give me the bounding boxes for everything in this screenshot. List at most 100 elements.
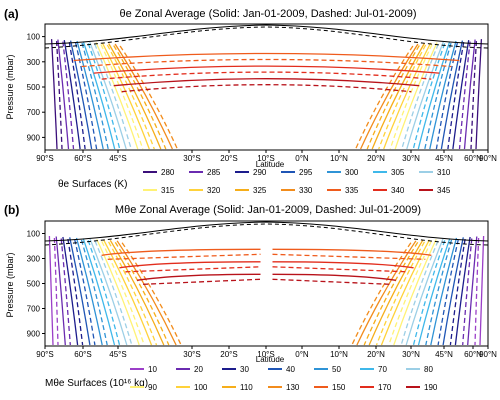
panel-a-label: (a) bbox=[4, 7, 19, 21]
contour-solid-upper bbox=[73, 52, 460, 62]
contour-solid-left bbox=[95, 42, 139, 150]
tropopause-line-dashed bbox=[44, 26, 489, 49]
legend-label: 325 bbox=[253, 186, 267, 195]
x-tick-label: 10°S bbox=[257, 154, 274, 163]
x-tick-label: 30°S bbox=[183, 350, 200, 359]
contour-dashed-upper bbox=[81, 58, 452, 68]
contour-dashed-left bbox=[60, 238, 71, 346]
contour-dashed-left bbox=[87, 240, 121, 346]
contour-dashed-left bbox=[106, 44, 155, 150]
x-tick-label: 30°N bbox=[402, 154, 420, 163]
contour-dashed-left bbox=[68, 41, 86, 150]
contour-dashed-right bbox=[447, 41, 465, 150]
contour-solid-right bbox=[371, 43, 425, 150]
contour-solid-upper bbox=[113, 78, 420, 87]
legend-label: 295 bbox=[299, 168, 313, 177]
legend-label: 80 bbox=[424, 365, 433, 374]
y-tick-label: 900 bbox=[27, 330, 41, 339]
contour-dashed-upper-left bbox=[125, 266, 261, 273]
y-tick-label: 700 bbox=[27, 108, 41, 117]
contour-solid-right bbox=[393, 239, 437, 346]
legend-label: 330 bbox=[299, 186, 313, 195]
contour-solid-right bbox=[417, 41, 451, 150]
x-tick-label: 60°S bbox=[74, 350, 91, 359]
tropopause-line-dashed bbox=[44, 223, 489, 246]
contour-solid-left bbox=[116, 240, 177, 346]
contour-solid-left bbox=[103, 239, 153, 346]
contour-solid-right bbox=[368, 239, 424, 346]
contour-solid-left bbox=[82, 238, 116, 346]
contour-dashed-left bbox=[80, 239, 108, 346]
y-tick-label: 300 bbox=[27, 255, 41, 264]
legend-label: 100 bbox=[194, 383, 208, 392]
x-tick-label: 60°N bbox=[464, 154, 482, 163]
contour-solid-left bbox=[69, 40, 93, 150]
contour-solid-left bbox=[50, 39, 58, 150]
contour-dashed-right bbox=[366, 45, 420, 150]
legend-label: 315 bbox=[161, 186, 175, 195]
x-tick-label: 0°N bbox=[295, 154, 309, 163]
contour-dashed-left bbox=[53, 237, 59, 346]
panel-b-legend-title: Mθe Surfaces (10¹⁶ kg) bbox=[45, 378, 148, 389]
contour-solid-left bbox=[76, 40, 104, 150]
legend-label: 70 bbox=[378, 365, 387, 374]
x-tick-label: 20°N bbox=[367, 154, 385, 163]
panel-b-xlabel: Latitude bbox=[256, 355, 285, 364]
x-tick-label: 0°N bbox=[295, 350, 309, 359]
contour-dashed-right bbox=[355, 45, 414, 150]
contour-solid-right bbox=[380, 239, 430, 346]
contour-dashed-right bbox=[401, 43, 439, 150]
contour-dashed-upper bbox=[121, 84, 412, 93]
legend-label: 170 bbox=[378, 383, 392, 392]
panel-a-xlabel: Latitude bbox=[256, 160, 285, 169]
contour-solid-right bbox=[475, 39, 483, 150]
contour-dashed-left bbox=[62, 41, 75, 150]
contour-dashed-upper-left bbox=[107, 253, 261, 260]
x-tick-label: 45°N bbox=[435, 350, 453, 359]
contour-dashed-left bbox=[119, 45, 178, 150]
panel-a-ylabel: Pressure (mbar) bbox=[5, 54, 15, 119]
contour-solid-left bbox=[101, 42, 150, 150]
panel-a-plot: 100 300 500 700 900 90°S 60°S 45°S 30°S 20°S 10°S 0… bbox=[27, 23, 497, 163]
contour-solid-upper bbox=[93, 65, 440, 74]
panel-a-legend-title: θe Surfaces (K) bbox=[58, 179, 127, 190]
contour-dashed-right bbox=[412, 240, 446, 346]
contour-solid-right bbox=[394, 42, 438, 150]
contour-solid-upper-left bbox=[137, 273, 261, 281]
contour-dashed-left bbox=[55, 41, 63, 150]
x-tick-label: 45°S bbox=[109, 350, 126, 359]
panel-b-ylabel: Pressure (mbar) bbox=[5, 252, 15, 317]
contour-solid-left bbox=[57, 39, 70, 150]
x-tick-label: 90°N bbox=[479, 154, 497, 163]
panel-b-label: (b) bbox=[4, 203, 19, 217]
x-tick-label: 45°N bbox=[435, 154, 453, 163]
contour-solid-upper-right bbox=[272, 273, 396, 281]
contour-dashed-left bbox=[108, 241, 158, 346]
contour-dashed-right bbox=[425, 239, 453, 346]
y-tick-label: 100 bbox=[27, 33, 41, 42]
contour-solid-right bbox=[452, 39, 470, 150]
legend-label: 40 bbox=[286, 365, 295, 374]
contour-solid-right bbox=[360, 43, 419, 150]
contour-dashed-right bbox=[462, 238, 473, 346]
x-tick-label: 20°N bbox=[367, 350, 385, 359]
contour-solid-left bbox=[114, 43, 173, 150]
contour-dashed-left bbox=[94, 240, 133, 346]
contour-solid-upper-right bbox=[272, 261, 414, 269]
x-tick-label: 10°N bbox=[330, 154, 348, 163]
contour-dashed-right bbox=[437, 239, 459, 346]
y-tick-label: 500 bbox=[27, 280, 41, 289]
contour-solid-right bbox=[442, 237, 464, 346]
contour-solid-right bbox=[440, 40, 464, 150]
contour-dashed-right bbox=[412, 43, 446, 150]
contour-dashed-left bbox=[100, 44, 144, 150]
contour-dashed-left bbox=[101, 241, 145, 346]
legend-label: 190 bbox=[424, 383, 438, 392]
contour-solid-left bbox=[82, 41, 116, 150]
contour-dashed-upper-right bbox=[272, 253, 426, 260]
contour-dashed-right bbox=[424, 42, 452, 150]
contour-dashed-left bbox=[94, 43, 132, 150]
x-tick-label: 90°N bbox=[479, 350, 497, 359]
legend-label: 290 bbox=[253, 168, 267, 177]
legend-label: 340 bbox=[391, 186, 405, 195]
